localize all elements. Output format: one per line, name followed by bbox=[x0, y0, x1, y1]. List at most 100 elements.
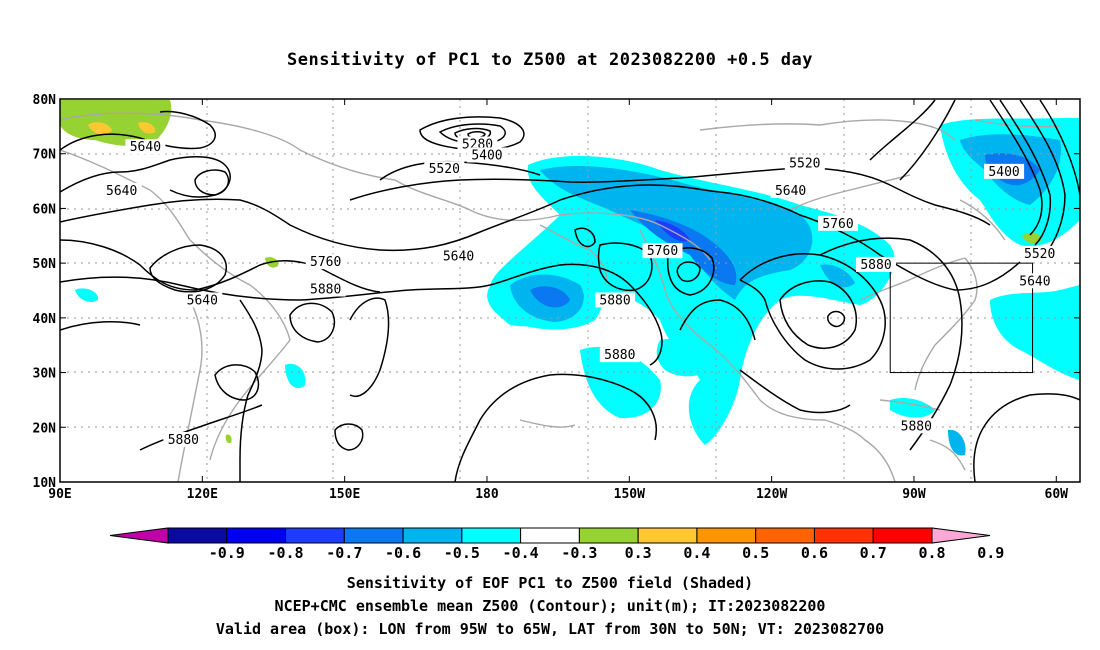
coastlines bbox=[60, 112, 1061, 482]
contour-label-text: 5640 bbox=[106, 184, 137, 199]
contour-label-text: 5640 bbox=[130, 140, 161, 155]
shading-pos-east-siberia-3 bbox=[138, 122, 156, 134]
valid-area-box bbox=[889, 262, 1034, 374]
colorbar-swatch bbox=[813, 527, 874, 544]
contour-label: 5640 bbox=[182, 292, 223, 308]
contour-label-text: 5880 bbox=[604, 348, 635, 363]
colorbar-label: 0.7 bbox=[860, 544, 887, 562]
z500-contours bbox=[60, 99, 1080, 482]
contour-label-text: 5640 bbox=[775, 184, 806, 199]
shading-neg-tropics bbox=[580, 346, 661, 419]
contour-label-text: 5640 bbox=[443, 250, 474, 265]
longitude-label: 60W bbox=[1045, 487, 1069, 502]
map-frame bbox=[59, 98, 1081, 483]
contour-label-text: 5400 bbox=[988, 165, 1019, 180]
colorbar-swatch bbox=[461, 527, 522, 544]
colorbar-label: -0.8 bbox=[267, 544, 303, 562]
latitude-label: 20N bbox=[33, 421, 57, 436]
contour-label-text: 5640 bbox=[1019, 274, 1050, 289]
contour-label: 5880 bbox=[163, 431, 204, 448]
contour-label: 5880 bbox=[856, 256, 896, 273]
contour-label-text: 5520 bbox=[1024, 247, 1055, 262]
contour-label: 5640 bbox=[438, 248, 479, 265]
colorbar-label: -0.3 bbox=[561, 544, 597, 562]
longitude-label: 150E bbox=[329, 487, 360, 502]
longitude-labels: 90E 120E 150E 180 150W 120W 90W 60W bbox=[48, 487, 1068, 502]
contour-label: 5640 bbox=[770, 183, 811, 199]
longitude-label: 90E bbox=[48, 487, 71, 502]
graticule bbox=[60, 99, 1080, 482]
contour-label: 5400 bbox=[466, 147, 507, 163]
contour-label: 5520 bbox=[784, 155, 825, 172]
colorbar-swatch bbox=[520, 527, 580, 544]
contour-label: 5400 bbox=[984, 163, 1025, 180]
shading-pos-east-siberia bbox=[60, 100, 172, 147]
latitude-label: 60N bbox=[33, 202, 57, 217]
longitude-label: 180 bbox=[475, 487, 499, 502]
latitude-label: 40N bbox=[33, 312, 57, 327]
contour-label-text: 5880 bbox=[599, 293, 630, 308]
colorbar-swatch bbox=[578, 527, 639, 544]
latitude-label: 10N bbox=[33, 476, 57, 491]
contour-label: 5760 bbox=[305, 254, 346, 270]
colorbar-label: -0.4 bbox=[503, 544, 539, 562]
longitude-label: 150W bbox=[614, 487, 645, 502]
colorbar-label: -0.9 bbox=[209, 544, 245, 562]
caption-contour: NCEP+CMC ensemble mean Z500 (Contour); u… bbox=[274, 597, 826, 615]
caption-valid-area: Valid area (box): LON from 95W to 65W, L… bbox=[215, 620, 885, 638]
contour-label: 5640 bbox=[125, 139, 166, 155]
colorbar-label: -0.6 bbox=[385, 544, 421, 562]
colorbar-high-triangle bbox=[931, 527, 991, 544]
map-title: Sensitivity of PC1 to Z500 at 2023082200… bbox=[286, 50, 813, 70]
shading-neg-nw-pac bbox=[75, 288, 99, 302]
colorbar-label: 0.4 bbox=[683, 544, 710, 562]
longitude-label: 90W bbox=[902, 487, 926, 502]
latitude-label: 50N bbox=[33, 257, 57, 272]
caption-shaded: Sensitivity of EOF PC1 to Z500 field (Sh… bbox=[346, 574, 754, 592]
colorbar-swatch bbox=[637, 527, 698, 544]
shading-neg-tropics-3 bbox=[285, 363, 306, 389]
colorbar-label: 0.5 bbox=[742, 544, 769, 562]
contour-label: 5520 bbox=[424, 161, 465, 177]
contour-label: 5640 bbox=[1014, 273, 1055, 289]
colorbar-label: 0.3 bbox=[625, 544, 652, 562]
latitude-label: 70N bbox=[33, 148, 57, 163]
contour-label: 5640 bbox=[101, 183, 142, 199]
colorbar-swatch bbox=[872, 527, 933, 544]
colorbar-swatch bbox=[402, 527, 463, 544]
contour-label: 5520 bbox=[1019, 245, 1060, 262]
colorbar-swatch bbox=[343, 527, 404, 544]
contour-label: 5760 bbox=[818, 215, 859, 232]
contour-label-text: 5880 bbox=[168, 433, 199, 448]
shading-pos-small bbox=[225, 434, 232, 444]
longitude-label: 120W bbox=[756, 487, 787, 502]
colorbar-swatch bbox=[696, 527, 757, 544]
shading-neg-atlantic bbox=[990, 285, 1080, 380]
latitude-label: 80N bbox=[33, 93, 57, 108]
colorbar-label: 0.6 bbox=[801, 544, 828, 562]
contour-label: 5880 bbox=[896, 418, 937, 434]
colorbar-swatch bbox=[755, 527, 815, 544]
shading-neg-caribbean-2 bbox=[948, 429, 966, 456]
contour-label-text: 5520 bbox=[429, 162, 460, 177]
contour-label-text: 5760 bbox=[822, 217, 853, 232]
latitude-labels: 80N 70N 60N 50N 40N 30N 20N 10N bbox=[33, 93, 57, 491]
colorbar-swatch bbox=[226, 527, 287, 544]
contour-label: 5880 bbox=[599, 347, 640, 363]
shading-pos-east-siberia-2 bbox=[88, 122, 112, 135]
contour-label: 5880 bbox=[305, 281, 346, 298]
contour-label-text: 5880 bbox=[310, 283, 341, 298]
contour-label-text: 5520 bbox=[789, 157, 820, 172]
colorbar-label: 0.9 bbox=[977, 544, 1004, 562]
colorbar-label: 0.8 bbox=[918, 544, 945, 562]
contour-label-text: 5880 bbox=[860, 258, 891, 273]
contour-label-text: 5760 bbox=[310, 255, 341, 270]
colorbar-swatch bbox=[285, 527, 345, 544]
shading-pos-labrador bbox=[1022, 232, 1042, 244]
colorbar-low-triangle bbox=[109, 527, 169, 544]
longitude-label: 120E bbox=[187, 487, 218, 502]
axis-ticks bbox=[59, 98, 1080, 483]
contour-label: 5760 bbox=[642, 243, 683, 259]
